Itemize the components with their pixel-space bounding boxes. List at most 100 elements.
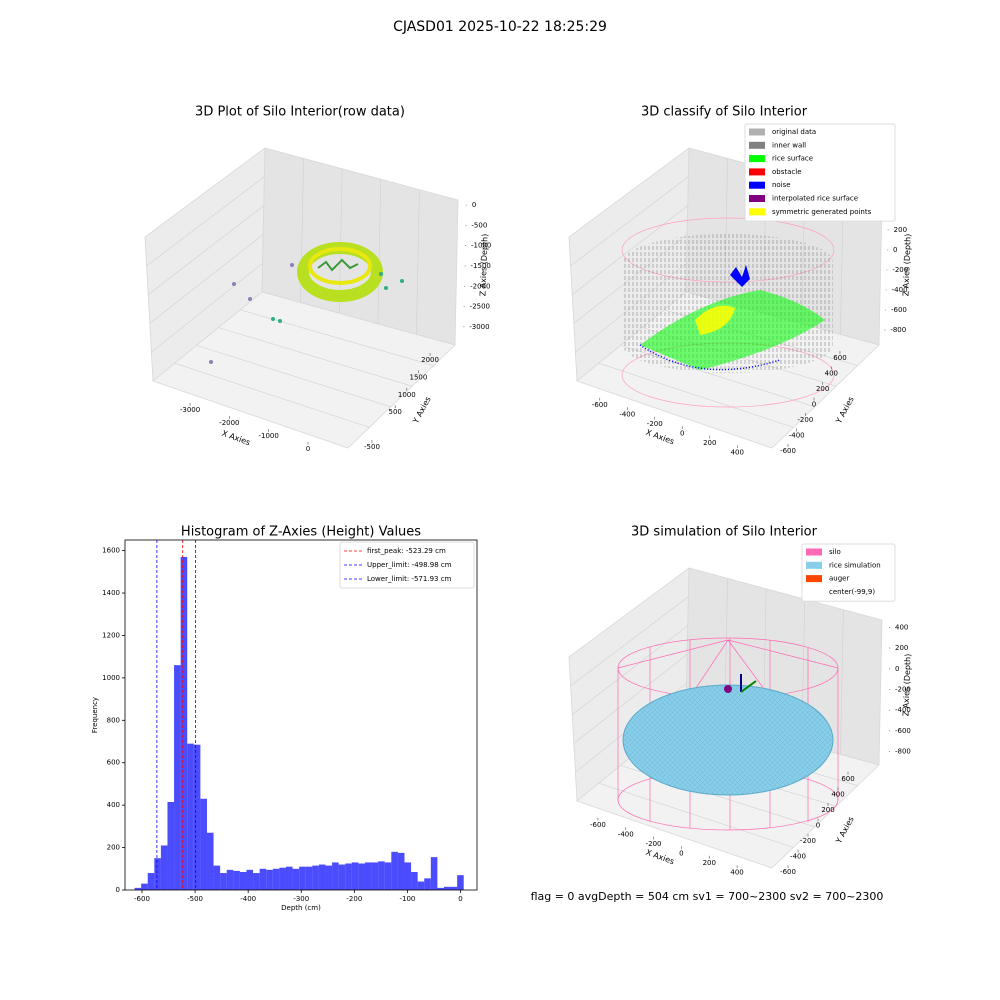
y-tick-label: -400 [789,432,805,440]
auger [724,674,757,693]
bar [285,866,293,890]
bar [147,873,155,890]
pane-grid [149,234,264,324]
bar [299,866,306,890]
x-tick-label: -400 [240,895,256,903]
x-tick-label: -300 [293,895,309,903]
status-text: flag = 0 avgDepth = 504 cm sv1 = 700~230… [531,890,884,903]
bar [358,863,365,890]
legend-swatch [749,181,765,189]
bar [246,869,254,890]
x-tick-label: -200 [346,895,362,903]
x-tick-label: 200 [703,439,716,447]
x-tick-label: -200 [647,420,663,428]
y-tick-label: 2000 [421,356,439,364]
y-tick-label: 1000 [398,391,416,399]
z-tick-label: -400 [892,286,908,294]
x-axis-label: X Axies [645,428,676,447]
z-tick-label: -200 [895,686,911,694]
bar [332,862,339,890]
bar [443,886,451,890]
bar [325,865,333,890]
bar [266,869,273,890]
legend-label: noise [772,181,791,189]
plots: 3D Plot of Silo Interior(row data)-3000-… [91,105,913,913]
z-tick-label: 0 [893,246,897,254]
bar [430,857,438,890]
legend-label: symmetric generated points [772,208,872,216]
y-axis-label: Frequency [91,697,99,733]
y-tick-label: -600 [780,868,796,876]
z-tick-label: -2500 [470,303,490,311]
y-tick-label: -500 [364,443,380,451]
x-tick-label: 0 [680,429,684,437]
bar [259,868,267,890]
legend-swatch [806,588,822,596]
legend-label: inner wall [772,141,806,149]
x-tick-label: 400 [730,868,743,876]
y-tick-label: 1500 [410,373,428,381]
y-tick-label: 1000 [102,674,120,682]
chart-title: Histogram of Z-Axies (Height) Values [181,525,421,540]
pane-grid [151,262,263,353]
pane-grid [377,179,382,324]
y-tick-label: 0 [812,401,816,409]
legend-label: auger [829,575,849,583]
legend-swatch [749,208,765,216]
pane-grid [174,362,370,428]
y-tick-label: 800 [107,716,120,724]
bar [411,871,418,890]
pane-grid [570,596,689,687]
z-axis-label: Z Axies (Depth) [901,654,912,717]
legend-label: Lower_limit: -571.93 cm [367,575,452,583]
y-tick-label: -600 [780,447,796,455]
y-tick-label: -200 [797,416,813,424]
x-tick-label: -400 [619,410,635,418]
bar [160,845,168,890]
pane-grid [148,205,264,295]
bar [378,861,385,890]
z-tick-label: -3000 [469,323,489,331]
bar [279,867,286,890]
z-tick-label: -400 [895,706,911,714]
legend-box [744,123,896,222]
x-tick-label: -200 [646,840,662,848]
bar [404,862,412,890]
y-tick-label: 1200 [102,631,120,639]
bar [450,886,458,890]
z-axis-label: Z Axies (Depth) [478,234,489,297]
bar [318,864,326,890]
legend-label: center(-99,9) [829,588,875,596]
y-tick-label: 200 [821,806,834,814]
bar [457,875,464,890]
bar [292,868,300,890]
y-tick-label: 500 [389,408,402,416]
x-tick-label: -600 [590,821,606,829]
z-tick-label: 0 [895,665,899,673]
y-tick-label: 200 [816,385,829,393]
x-tick-label: -500 [187,895,203,903]
y-tick-label: 600 [107,759,120,767]
pane-grid [840,609,844,755]
bar [305,866,313,890]
bar [424,878,431,890]
x-tick-label: -600 [134,895,150,903]
x-axis-label: Depth (cm) [281,904,321,912]
pane-grid [570,176,689,267]
bar [364,862,372,890]
y-tick-label: 1600 [102,547,120,555]
legend-swatch [749,141,765,149]
point-cloud [621,217,835,408]
z-tick-label: -2000 [470,282,490,290]
x-tick-label: -3000 [180,406,200,414]
x-tick-label: -100 [400,895,416,903]
pane [152,291,456,449]
bar [351,862,359,890]
pane-grid [598,782,794,848]
bar [193,744,201,890]
z-tick-label: -800 [890,326,906,334]
y-tick-label: 400 [107,801,120,809]
pane-grid [572,625,688,715]
legend-label: Upper_limit: -498.98 cm [367,561,452,569]
